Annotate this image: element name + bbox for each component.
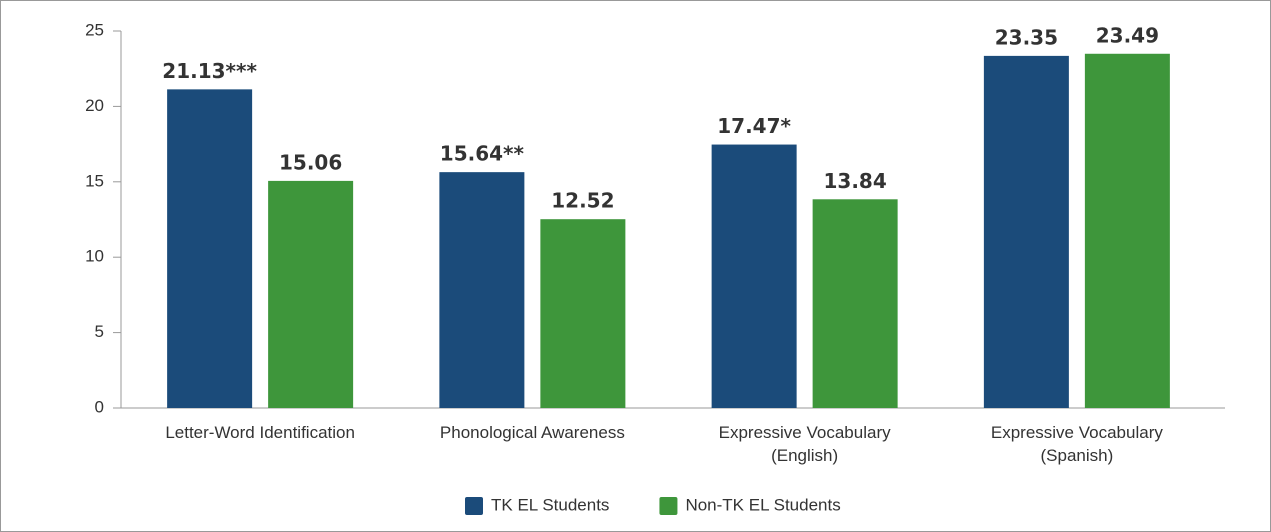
bar <box>268 180 354 408</box>
bar <box>1084 53 1170 408</box>
value-label: 23.49 <box>1096 23 1159 47</box>
bar <box>812 199 898 408</box>
bar <box>983 55 1069 409</box>
y-tick-label: 20 <box>85 96 104 115</box>
x-tick-label: Letter-Word Identification <box>165 423 355 442</box>
bar <box>439 172 525 408</box>
value-label: 17.47* <box>717 114 791 138</box>
value-label: 15.06 <box>279 150 342 174</box>
bar <box>167 89 253 409</box>
value-label: 23.35 <box>995 25 1058 49</box>
legend-label: Non-TK EL Students <box>685 495 840 514</box>
y-tick-label: 10 <box>85 247 104 266</box>
x-tick-label: Expressive Vocabulary (Spanish) <box>990 423 1163 465</box>
bar <box>540 219 626 408</box>
value-label: 15.64** <box>440 142 525 166</box>
y-tick-label: 0 <box>95 397 104 416</box>
x-tick-label: Expressive Vocabulary (English) <box>718 423 891 465</box>
legend-swatch <box>465 497 483 515</box>
y-tick-label: 15 <box>85 171 104 190</box>
value-label: 12.52 <box>551 189 614 213</box>
value-label: 13.84 <box>823 169 886 193</box>
legend-label: TK EL Students <box>491 495 609 514</box>
value-label: 21.13*** <box>162 59 257 83</box>
y-tick-label: 5 <box>95 322 104 341</box>
x-tick-label: Phonological Awareness <box>439 423 625 442</box>
legend-swatch <box>659 497 678 515</box>
bar <box>711 144 797 408</box>
y-tick-label: 25 <box>85 20 104 39</box>
